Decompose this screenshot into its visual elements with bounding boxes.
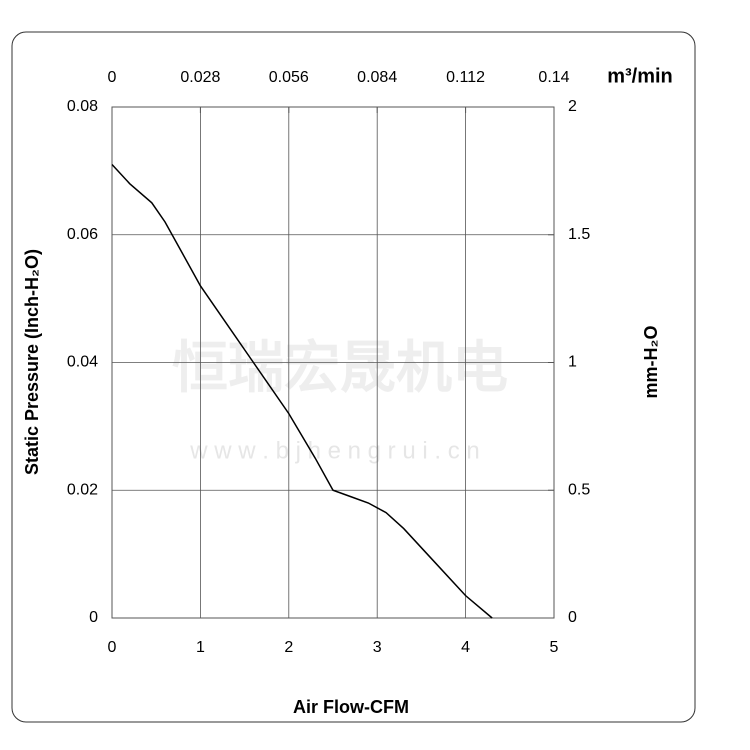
y2-tick-label: 1 xyxy=(568,354,577,371)
x-tick-label: 3 xyxy=(373,639,382,656)
x-tick-label: 4 xyxy=(461,639,470,656)
y-tick-label: 0.06 xyxy=(67,226,98,243)
frame xyxy=(11,31,696,723)
watermark: 恒瑞宏晟机电 xyxy=(172,336,508,399)
y2-tick-label: 1.5 xyxy=(568,226,590,243)
x-axis-label: Air Flow-CFM xyxy=(293,697,409,717)
plot-border xyxy=(111,106,555,619)
x-tick-label: 5 xyxy=(550,639,559,656)
x2-tick-label: 0 xyxy=(108,69,117,86)
x-tick-label: 1 xyxy=(196,639,205,656)
x2-tick-label: 0.084 xyxy=(357,69,397,86)
x2-tick-label: 0.056 xyxy=(269,69,309,86)
x-tick-label: 0 xyxy=(108,639,117,656)
y-tick-label: 0.08 xyxy=(67,98,98,115)
curve xyxy=(111,163,493,619)
x2-tick-label: 0.14 xyxy=(538,69,569,86)
x-tick-label: 2 xyxy=(284,639,293,656)
y2-tick-label: 0 xyxy=(568,609,577,626)
x2-tick-label: 0.028 xyxy=(180,69,220,86)
y2-axis-label: mm-H₂O xyxy=(641,325,661,398)
x2-axis-label: m³/min xyxy=(607,65,673,87)
y-tick-label: 0.02 xyxy=(67,481,98,498)
y-tick-label: 0.04 xyxy=(67,354,98,371)
y2-tick-label: 0.5 xyxy=(568,481,590,498)
y-tick-label: 0 xyxy=(89,609,98,626)
y-axis-label: Static Pressure (Inch-H₂O) xyxy=(22,249,42,475)
y2-tick-label: 2 xyxy=(568,98,577,115)
watermark: w w w . b j h e n g r u i . c n xyxy=(189,437,479,464)
x2-tick-label: 0.112 xyxy=(446,69,485,86)
